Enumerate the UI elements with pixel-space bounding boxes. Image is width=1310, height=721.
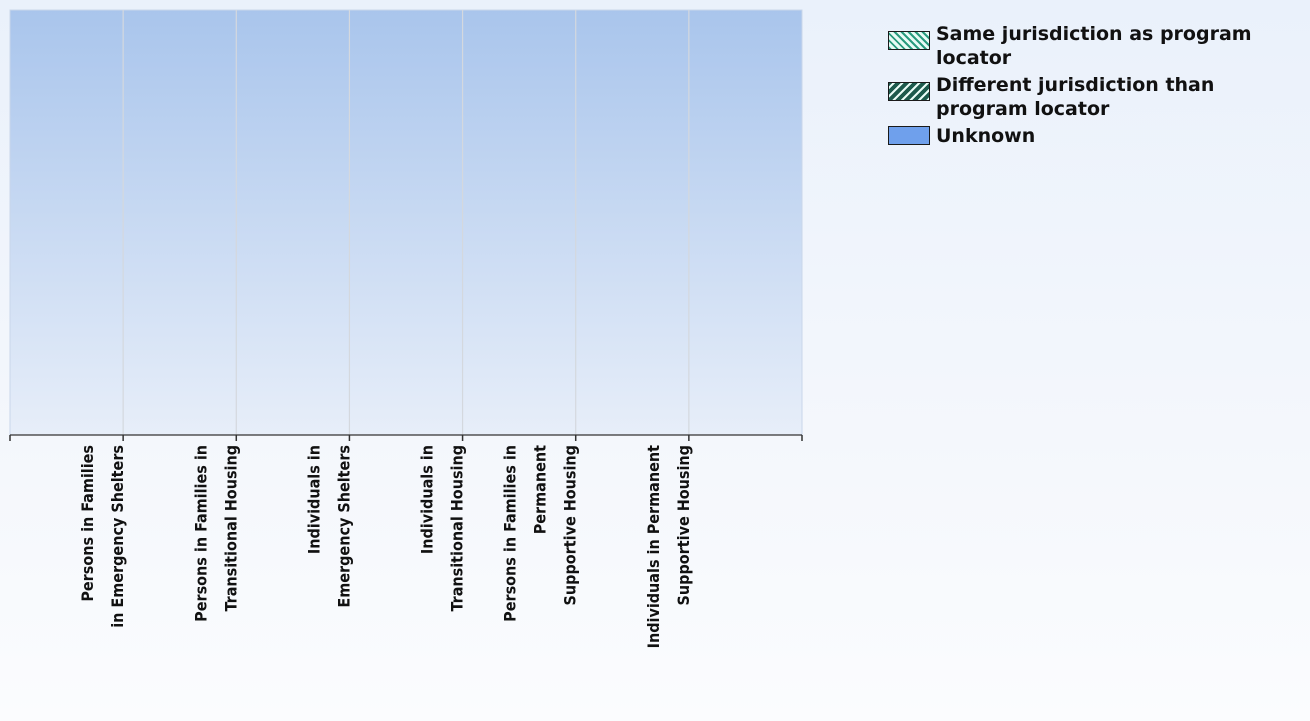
x-tick-label: Persons in Families in [191, 445, 210, 622]
legend-label-line: locator [936, 47, 1012, 69]
x-tick-label: Individuals in [304, 445, 323, 554]
legend-swatch-same [888, 31, 930, 50]
x-tick-label: Transitional Housing [221, 445, 240, 611]
plot-area [10, 10, 802, 435]
legend-item-same: Same jurisdiction as program locator [888, 22, 1308, 70]
legend-label-line: program locator [936, 98, 1110, 120]
legend: Same jurisdiction as program locator Dif… [888, 22, 1308, 151]
x-tick-label: Permanent [531, 445, 550, 534]
legend-label-unknown: Unknown [936, 124, 1035, 148]
legend-label-line: Unknown [936, 125, 1036, 147]
x-tick-label: Persons in Families in [501, 445, 520, 622]
x-tick-label: Individuals in [418, 445, 437, 554]
x-tick-label: Individuals in Permanent [644, 445, 663, 649]
legend-item-different: Different jurisdiction than program loca… [888, 73, 1308, 121]
x-tick-label: Supportive Housing [674, 445, 693, 605]
legend-label-same: Same jurisdiction as program locator [936, 22, 1252, 70]
x-tick-label: Persons in Families [78, 445, 97, 602]
x-tick-label: in Emergency Shelters [108, 445, 127, 628]
legend-swatch-unknown [888, 126, 930, 145]
legend-label-different: Different jurisdiction than program loca… [936, 73, 1214, 121]
x-tick-label: Transitional Housing [448, 445, 467, 611]
legend-swatch-different [888, 82, 930, 101]
x-tick-label: Emergency Shelters [334, 445, 353, 608]
x-tick-label: Supportive Housing [561, 445, 580, 605]
legend-label-line: Different jurisdiction than [936, 74, 1215, 96]
legend-item-unknown: Unknown [888, 124, 1308, 148]
legend-label-line: Same jurisdiction as program [936, 23, 1252, 45]
